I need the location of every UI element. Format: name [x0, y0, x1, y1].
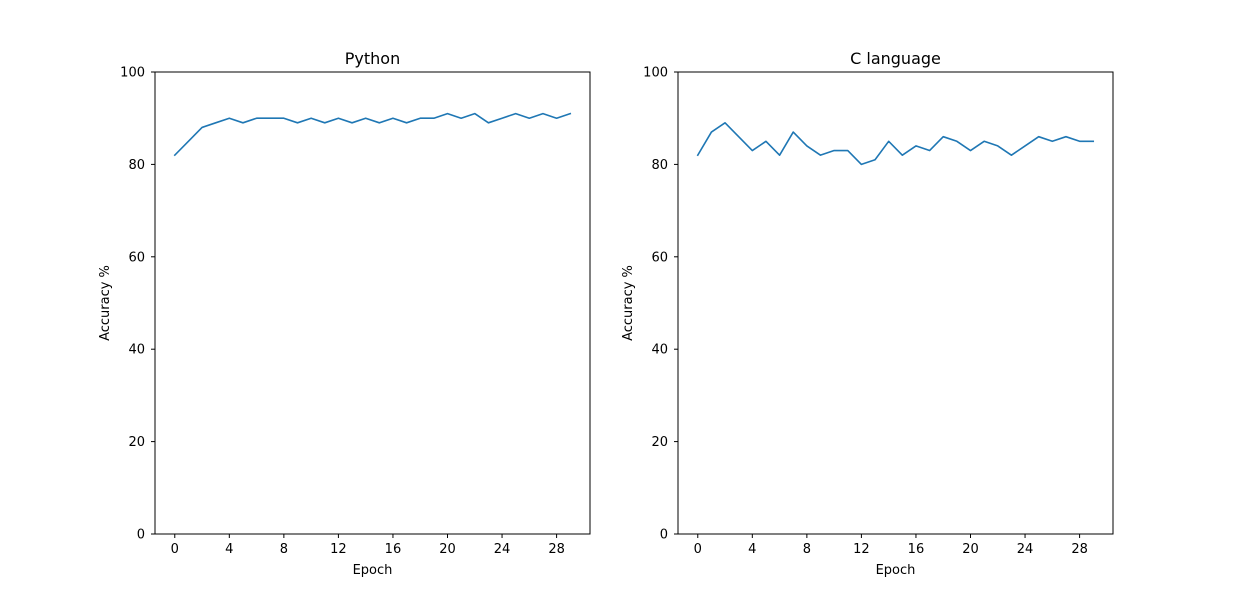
python-x-tick-label: 16 — [385, 542, 402, 557]
c-language-y-tick-label: 80 — [651, 158, 668, 173]
python-x-tick-label: 24 — [494, 542, 511, 557]
c-language-y-tick-label: 20 — [651, 435, 668, 450]
c-language-chart-title: C language — [850, 49, 941, 68]
python-x-tick-label: 28 — [548, 542, 565, 557]
c-language-panel: 0 4 8 12 16 20 24 28 0 20 40 60 80 100 C language Epoch… — [621, 49, 1114, 578]
python-panel: 0 4 8 12 16 20 24 28 0 20 40 60 80 100 Python Epoch Accu… — [98, 49, 591, 578]
python-x-tick-label: 0 — [171, 542, 179, 557]
python-y-tick-label: 40 — [128, 343, 145, 358]
python-x-axis-label: Epoch — [353, 563, 393, 578]
python-accuracy-line — [173, 112, 572, 157]
python-axes-frame — [154, 71, 591, 535]
c-language-x-tick-label: 0 — [694, 542, 702, 557]
c-language-y-tick-label: 40 — [651, 343, 668, 358]
panels: 0 4 8 12 16 20 24 28020406080100PythonEpochAccu… — [98, 49, 1114, 578]
c-language-x-axis-label: Epoch — [876, 563, 916, 578]
c-language-x-tick-label: 28 — [1071, 542, 1088, 557]
c-language-accuracy-line — [696, 122, 1095, 166]
python-y-tick-label: 100 — [120, 66, 145, 81]
python-chart-title: Python — [345, 49, 400, 68]
c-language-x-tick-label: 4 — [748, 542, 756, 557]
c-language-x-tick-label: 12 — [853, 542, 870, 557]
python-y-tick-label: 60 — [128, 250, 145, 265]
python-y-axis-label: Accuracy % — [98, 265, 113, 341]
python-x-tick-label: 4 — [225, 542, 233, 557]
c-language-y-tick-label: 100 — [643, 66, 668, 81]
python-y-tick-label: 0 — [137, 528, 145, 543]
python-x-tick-label: 20 — [439, 542, 456, 557]
c-language-x-tick-label: 24 — [1017, 542, 1034, 557]
c-language-y-tick-label: 0 — [660, 528, 668, 543]
c-language-x-tick-label: 16 — [908, 542, 925, 557]
c-language-axes-frame — [677, 71, 1114, 535]
c-language-y-axis-label: Accuracy % — [621, 265, 636, 341]
python-y-tick-label: 20 — [128, 435, 145, 450]
python-x-tick-label: 12 — [330, 542, 347, 557]
python-x-tick-label: 8 — [280, 542, 288, 557]
c-language-x-tick-label: 20 — [962, 542, 979, 557]
python-y-tick-label: 80 — [128, 158, 145, 173]
c-language-x-tick-label: 8 — [803, 542, 811, 557]
c-language-y-tick-label: 60 — [651, 250, 668, 265]
